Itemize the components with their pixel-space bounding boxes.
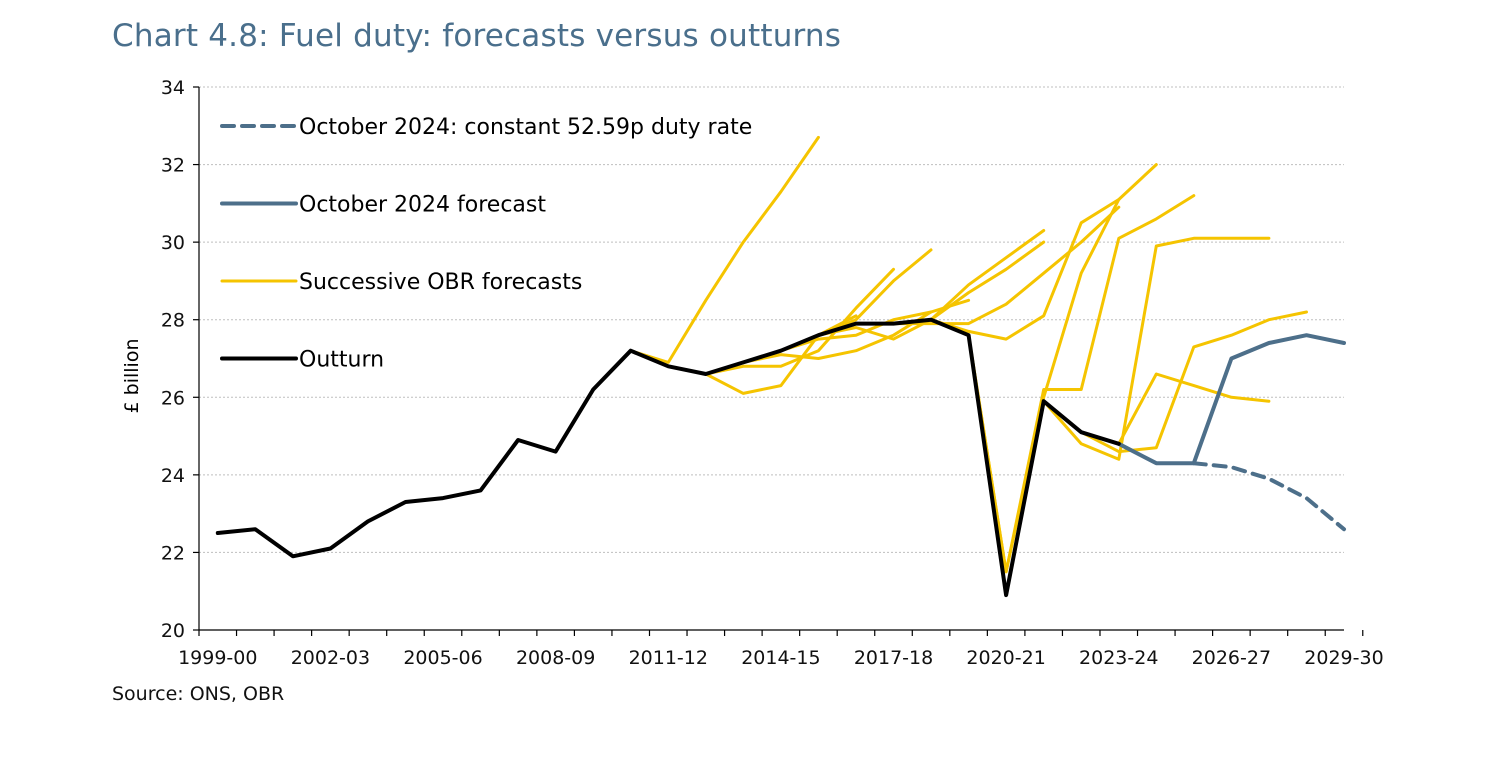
y-tick-label: 34	[161, 77, 185, 99]
constant-rate-series	[1191, 461, 1346, 532]
x-tick-label: 2023-24	[1079, 647, 1158, 669]
x-tick-label: 2029-30	[1304, 647, 1383, 669]
x-tick-label: 1999-00	[178, 647, 257, 669]
x-tick-label: 2020-21	[966, 647, 1045, 669]
legend-label-obr: Successive OBR forecasts	[299, 270, 582, 295]
obr-forecast-line	[1042, 236, 1271, 461]
y-tick-label: 30	[161, 232, 185, 254]
obr-forecast-line	[629, 135, 820, 364]
obr-forecast-line	[704, 267, 895, 376]
legend: October 2024: constant 52.59p duty rate O…	[220, 115, 752, 373]
chart-title: Chart 4.8: Fuel duty: forecasts versus o…	[112, 18, 842, 54]
obr-forecast-line	[892, 205, 1121, 326]
y-tick-label: 20	[161, 620, 185, 642]
y-tick-label: 22	[161, 542, 185, 564]
x-tick-label: 2005-06	[403, 647, 482, 669]
october-2024-forecast-line	[1116, 333, 1346, 466]
constant-rate-line	[1191, 461, 1346, 532]
outturn-line	[215, 317, 1121, 598]
outturn-series	[215, 317, 1121, 598]
y-tick-label: 26	[161, 387, 185, 409]
obr-forecast-line	[1079, 372, 1271, 446]
gridlines	[199, 86, 1344, 553]
source-note: Source: ONS, OBR	[112, 683, 285, 705]
x-tick-label: 2011-12	[629, 647, 708, 669]
obr-forecast-line	[967, 194, 1196, 574]
x-tick-label: 2014-15	[741, 647, 820, 669]
y-tick-label: 24	[161, 465, 185, 487]
obr-forecast-line	[779, 298, 971, 353]
axes	[193, 86, 1364, 636]
x-tick-label: 2017-18	[854, 647, 933, 669]
october-2024-forecast-series	[1116, 333, 1346, 466]
obr-forecast-line	[929, 240, 1046, 322]
obr-forecast-line	[967, 163, 1158, 574]
x-tick-label: 2002-03	[291, 647, 370, 669]
y-tick-label: 28	[161, 310, 185, 332]
legend-label-constant: October 2024: constant 52.59p duty rate	[299, 115, 752, 140]
legend-label-oct2024: October 2024 forecast	[299, 193, 546, 218]
y-axis-label: £ billion	[121, 339, 143, 414]
obr-forecast-line	[741, 310, 933, 364]
x-tick-labels: 1999-00 2002-03 2005-06 2008-09 2011-12 2014-…	[178, 647, 1384, 669]
y-tick-label: 32	[161, 155, 185, 177]
x-tick-label: 2008-09	[516, 647, 595, 669]
obr-forecast-series	[629, 135, 1308, 574]
obr-forecast-line	[929, 198, 1121, 341]
x-tick-label: 2026-27	[1192, 647, 1271, 669]
y-tick-labels: 20 22 24 26 28 30 32 34	[161, 77, 185, 642]
legend-label-outturn: Outturn	[299, 348, 384, 373]
